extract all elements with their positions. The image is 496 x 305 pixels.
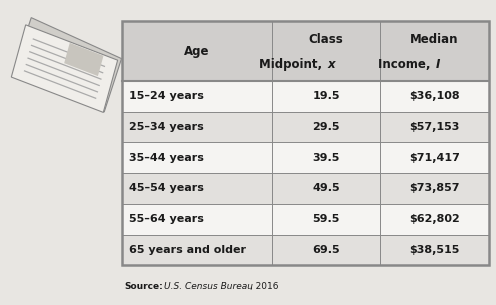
Text: 65 years and older: 65 years and older [129,245,246,255]
Text: 39.5: 39.5 [312,153,340,163]
Bar [122,204,489,235]
Bar [122,21,489,81]
Text: $73,857: $73,857 [409,184,460,193]
Polygon shape [11,25,118,113]
Bar [122,142,489,173]
Bar [122,81,489,112]
Text: 35–44 years: 35–44 years [129,153,204,163]
Polygon shape [14,18,122,112]
Text: 15–24 years: 15–24 years [129,91,204,101]
Text: 19.5: 19.5 [312,91,340,101]
Text: 25–34 years: 25–34 years [129,122,204,132]
Bar [122,173,489,204]
Text: $62,802: $62,802 [409,214,460,224]
Bar [122,112,489,142]
Text: Class: Class [309,33,344,46]
Text: Source:: Source: [124,282,163,291]
Text: I: I [436,58,440,71]
Text: 59.5: 59.5 [312,214,340,224]
Text: Income,: Income, [378,58,434,71]
Text: Midpoint,: Midpoint, [259,58,326,71]
Text: x: x [328,58,335,71]
Text: $38,515: $38,515 [409,245,460,255]
Text: Median: Median [410,33,459,46]
Bar [122,235,489,265]
Bar [122,21,489,265]
Text: $57,153: $57,153 [409,122,460,132]
Text: Age: Age [184,45,209,58]
Text: 45–54 years: 45–54 years [129,184,204,193]
Text: U.S. Census Bureau: U.S. Census Bureau [164,282,252,291]
Polygon shape [64,43,104,76]
Text: 55–64 years: 55–64 years [129,214,204,224]
Text: , 2016: , 2016 [250,282,279,291]
Text: $71,417: $71,417 [409,153,460,163]
Text: 69.5: 69.5 [312,245,340,255]
Text: 29.5: 29.5 [312,122,340,132]
Text: 49.5: 49.5 [312,184,340,193]
Text: $36,108: $36,108 [409,91,460,101]
